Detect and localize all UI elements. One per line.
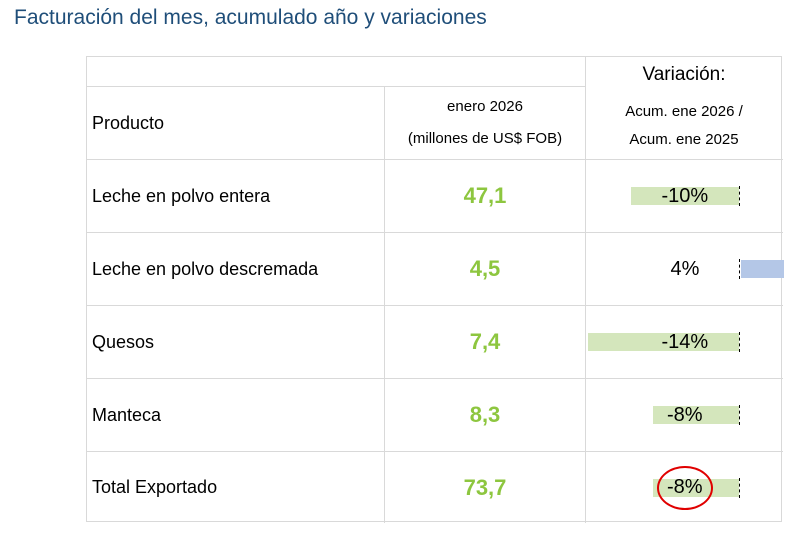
grid-line [87,159,783,160]
header-variation-subtitle: Acum. ene 2026 / Acum. ene 2025 [585,93,783,159]
row-variation: -14% [585,306,783,378]
grid-line [585,57,586,523]
variation-percent: 4% [670,257,700,280]
header-month-line1: enero 2026 [447,98,523,115]
grid-line [87,86,585,87]
row-value: 7,4 [469,329,501,354]
header-month: enero 2026 (millones de US$ FOB) [385,87,585,159]
row-label: Leche en polvo entera [92,185,271,206]
grid-line [87,451,783,452]
row-variation: -10% [585,160,783,232]
row-value: 73,7 [463,474,507,500]
header-producto-label: Producto [92,112,165,133]
variation-axis [739,405,740,425]
variation-bar [587,333,739,351]
grid-line [384,86,385,523]
row-label: Quesos [92,331,155,352]
variation-bar [631,187,739,205]
variation-bar [741,260,785,278]
billing-table: Producto enero 2026 (millones de US$ FOB… [86,56,785,523]
grid-line [87,232,783,233]
row-variation: -8% [585,379,783,451]
grid-line [87,305,783,306]
header-variation-line2: Acum. ene 2025 [629,131,739,148]
variation-percent: -14% [661,330,709,353]
row-variation: 4% [585,233,785,305]
variation-axis [739,259,740,279]
highlight-circle [657,465,713,510]
header-variation-line1: Acum. ene 2026 / [625,103,743,120]
row-label: Manteca [92,404,162,425]
row-value: 4,5 [469,256,501,281]
row-label: Leche en polvo descremada [92,258,319,279]
variation-axis [739,186,740,206]
header-variation-title: Variación: [642,64,726,85]
row-value: 8,3 [469,402,501,427]
variation-percent: -10% [661,184,709,207]
variation-axis [739,477,740,498]
row-value: 47,1 [463,183,507,208]
page-title: Facturación del mes, acumulado año y var… [14,6,487,29]
row-label: Total Exportado [92,477,218,497]
variation-percent: -8% [667,403,703,426]
header-month-line2: (millones de US$ FOB) [407,130,563,147]
row-variation: -8% [585,452,783,523]
grid-line [87,378,783,379]
variation-axis [739,332,740,352]
variation-bar [652,406,739,424]
header-producto: Producto [87,87,385,159]
